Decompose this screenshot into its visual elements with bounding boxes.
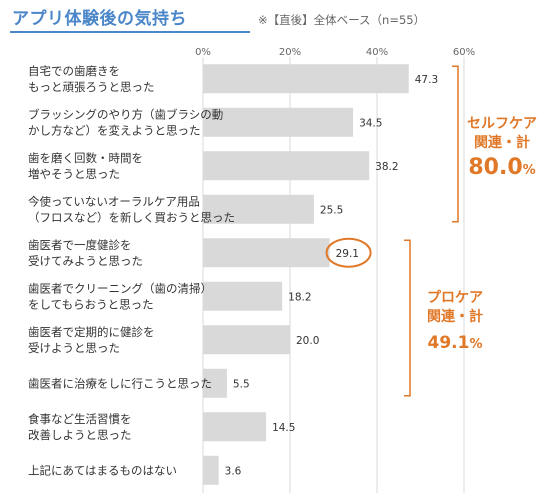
bar xyxy=(203,455,219,485)
bar xyxy=(203,281,283,311)
category-label: 今使っていないオーラルケア用品 xyxy=(28,194,200,208)
group-total-number: 49.1 xyxy=(428,333,470,353)
category-label: 改善しようと思った xyxy=(28,428,132,442)
category-label: もっと頑張ろうと思った xyxy=(28,80,155,94)
group-total-value: 80.0% xyxy=(468,155,535,180)
bar xyxy=(203,194,314,224)
value-label: 34.5 xyxy=(359,117,382,129)
category-label: 食事など生活習慣を xyxy=(28,412,132,426)
value-label: 3.6 xyxy=(225,465,242,477)
value-label: 14.5 xyxy=(272,422,295,434)
group-name-line: セルフケア xyxy=(467,116,537,132)
category-label: ブラッシングのやり方（歯ブラシの動 xyxy=(28,107,223,121)
bar xyxy=(203,238,330,268)
bar xyxy=(203,151,370,181)
highlight-ellipse xyxy=(325,237,372,268)
group-total-value: 49.1% xyxy=(428,333,483,353)
title-underline xyxy=(10,31,250,33)
bar xyxy=(203,412,267,442)
category-label: かし方など）を変えようと思った xyxy=(28,123,201,137)
value-label: 47.3 xyxy=(415,74,438,86)
value-label: 38.2 xyxy=(375,161,398,173)
bar xyxy=(203,368,227,398)
value-label: 18.2 xyxy=(288,291,311,303)
bar xyxy=(203,325,290,355)
group-total-number: 80.0 xyxy=(468,155,522,180)
category-label: 歯医者で一度健診を xyxy=(28,238,132,252)
value-label: 20.0 xyxy=(296,335,319,347)
category-label: （フロスなど）を新しく買おうと思った xyxy=(28,210,235,224)
group-name-line: 関連・計 xyxy=(427,308,483,325)
x-tick-label: 60% xyxy=(453,47,475,58)
category-label: 受けてみようと思った xyxy=(28,254,143,268)
group-total-unit: % xyxy=(469,337,482,352)
category-label: 上記にあてはまるものはない xyxy=(28,463,177,477)
category-label: 増やそうと思った xyxy=(28,167,120,181)
category-label: 自宅での歯磨きを xyxy=(28,64,120,78)
bar xyxy=(203,107,354,137)
category-label: 歯医者に治療をしに行こうと思った xyxy=(28,376,212,390)
group-name-line: プロケア xyxy=(427,290,483,306)
category-label: 歯医者でクリーニング（歯の清掃） xyxy=(28,281,212,295)
category-label: 歯を磨く回数・時間を xyxy=(28,151,143,165)
category-label: をしてもらおうと思った xyxy=(28,297,154,311)
x-tick-label: 20% xyxy=(279,47,301,58)
group-bracket xyxy=(404,239,411,397)
group-bracket xyxy=(452,65,459,223)
sample-note: ※【直後】全体ベース（n=55） xyxy=(258,13,426,27)
x-tick-label: 0% xyxy=(195,47,211,58)
group-name-line: 関連・計 xyxy=(474,134,530,151)
bar xyxy=(203,64,409,94)
value-label: 5.5 xyxy=(233,378,250,390)
chart-title: アプリ体験後の気持ち xyxy=(12,9,187,29)
category-label: 受けようと思った xyxy=(28,341,120,355)
value-label: 25.5 xyxy=(320,204,343,216)
category-label: 歯医者で定期的に健診を xyxy=(28,325,155,339)
value-label: 29.1 xyxy=(336,248,359,260)
group-total-unit: % xyxy=(523,163,536,178)
x-tick-label: 40% xyxy=(366,47,388,58)
